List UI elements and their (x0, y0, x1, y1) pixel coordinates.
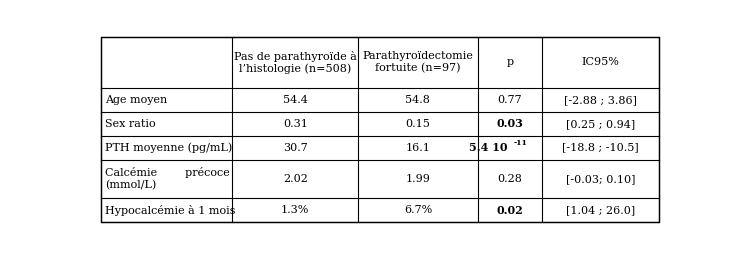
Text: Parathyroïdectomie
fortuite (n=97): Parathyroïdectomie fortuite (n=97) (363, 51, 473, 73)
Text: [1.04 ; 26.0]: [1.04 ; 26.0] (566, 205, 635, 215)
Text: 54.4: 54.4 (283, 95, 308, 105)
Text: 2.02: 2.02 (283, 174, 308, 184)
Text: [-0.03; 0.10]: [-0.03; 0.10] (566, 174, 635, 184)
Text: PTH moyenne (pg/mL): PTH moyenne (pg/mL) (105, 142, 232, 153)
Text: IC95%: IC95% (582, 57, 620, 67)
Text: 1.3%: 1.3% (281, 205, 309, 215)
Text: Pas de parathyroïde à
l’histologie (n=508): Pas de parathyroïde à l’histologie (n=50… (234, 51, 357, 74)
Text: 54.8: 54.8 (405, 95, 430, 105)
Text: 0.15: 0.15 (405, 119, 430, 129)
Text: [-18.8 ; -10.5]: [-18.8 ; -10.5] (562, 143, 639, 153)
Text: 30.7: 30.7 (283, 143, 308, 153)
Text: 16.1: 16.1 (405, 143, 430, 153)
Text: Calcémie        précoce
(mmol/L): Calcémie précoce (mmol/L) (105, 167, 229, 190)
Text: 5.4 10: 5.4 10 (469, 142, 507, 153)
Text: 0.28: 0.28 (498, 174, 522, 184)
Text: -11: -11 (513, 139, 528, 147)
Text: 1.99: 1.99 (405, 174, 430, 184)
Text: 0.31: 0.31 (283, 119, 308, 129)
Text: p: p (506, 57, 513, 67)
Text: 0.77: 0.77 (498, 95, 522, 105)
Text: 0.03: 0.03 (496, 118, 523, 129)
Text: Hypocalcémie à 1 mois: Hypocalcémie à 1 mois (105, 205, 235, 216)
Text: [0.25 ; 0.94]: [0.25 ; 0.94] (566, 119, 635, 129)
Text: Age moyen: Age moyen (105, 95, 167, 105)
Text: [-2.88 ; 3.86]: [-2.88 ; 3.86] (564, 95, 637, 105)
Text: 6.7%: 6.7% (404, 205, 432, 215)
Text: 0.02: 0.02 (496, 205, 523, 216)
Text: Sex ratio: Sex ratio (105, 119, 156, 129)
